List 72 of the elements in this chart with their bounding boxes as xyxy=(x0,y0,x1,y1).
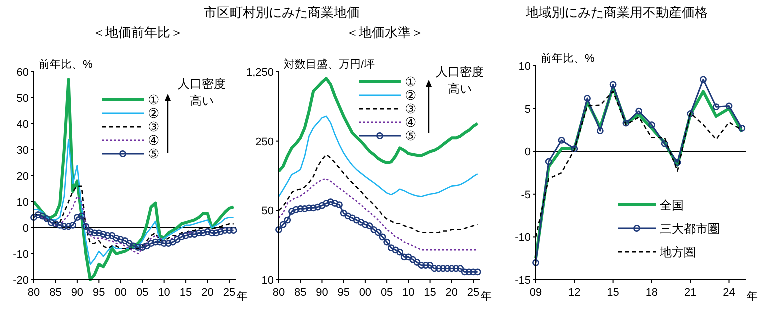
x-tick-label: 25 xyxy=(223,287,236,299)
x-tick-label: 21 xyxy=(684,287,697,299)
legend-label: ① xyxy=(405,74,417,90)
legend-label: 三大都市圏 xyxy=(660,222,720,236)
x-tick-label: 00 xyxy=(359,287,372,299)
legend-label: ② xyxy=(405,88,417,103)
x-tick-label: 15 xyxy=(607,287,620,299)
annotation: 高い xyxy=(190,94,214,108)
y-tick-label: 5 xyxy=(524,104,531,116)
y-tick-label: 60 xyxy=(16,67,29,79)
y-tick-label: 50 xyxy=(16,93,29,105)
legend-label: ⑤ xyxy=(148,146,160,162)
y-axis-title: 前年比、% xyxy=(39,58,93,71)
x-tick-label: 95 xyxy=(93,287,106,299)
chart-title: 地域別にみた商業用不動産価格 xyxy=(525,5,708,20)
legend-label: ④ xyxy=(405,115,417,130)
annotation: 高い xyxy=(448,82,472,96)
y-tick-label: 10 xyxy=(16,197,29,209)
x-tick-label: 80 xyxy=(28,287,40,299)
x-tick-label: 90 xyxy=(71,287,84,299)
legend-label: 全国 xyxy=(660,198,684,212)
x-tick-label: 05 xyxy=(136,287,149,299)
legend-label: ③ xyxy=(148,120,160,134)
x-tick-label: 20 xyxy=(446,287,458,299)
x-axis-title: 年 xyxy=(237,291,248,303)
x-tick-label: 24 xyxy=(723,287,736,299)
x-tick-label: 18 xyxy=(646,287,658,299)
annotation: 人口密度 xyxy=(436,65,484,79)
x-tick-label: 15 xyxy=(424,287,436,299)
x-tick-label: 85 xyxy=(294,287,307,299)
y-tick-label: 30 xyxy=(16,145,29,157)
x-tick-label: 15 xyxy=(180,287,192,299)
x-tick-label: 05 xyxy=(380,287,394,299)
x-tick-label: 10 xyxy=(158,287,170,299)
y-tick-label: 40 xyxy=(16,119,29,131)
y-tick-label: -15 xyxy=(515,275,531,287)
y-tick-label: 10 xyxy=(262,275,274,287)
x-tick-label: 20 xyxy=(202,287,214,299)
y-tick-label: 1,250 xyxy=(246,67,274,79)
y-tick-label: 50 xyxy=(262,206,274,218)
x-tick-label: 12 xyxy=(568,287,581,299)
y-tick-label: 0 xyxy=(524,146,531,159)
x-tick-label: 00 xyxy=(114,287,128,299)
y-tick-label: 20 xyxy=(16,171,29,183)
x-tick-label: 95 xyxy=(338,287,350,299)
x-axis-title: 年 xyxy=(481,291,492,303)
text: 市区町村別にみた商業地価 xyxy=(204,5,360,20)
legend-label: ③ xyxy=(405,102,417,116)
x-tick-label: 25 xyxy=(467,287,480,299)
x-tick-label: 10 xyxy=(402,287,415,299)
legend-label: ⑤ xyxy=(405,128,417,144)
x-axis-title: 年 xyxy=(747,291,758,303)
y-tick-label: -10 xyxy=(515,232,531,244)
annotation: 人口密度 xyxy=(178,77,226,91)
x-tick-label: 90 xyxy=(316,287,328,299)
y-axis-title: 対数目盛、万円/坪 xyxy=(284,58,376,71)
legend-label: ④ xyxy=(148,133,160,148)
x-tick-label: 09 xyxy=(530,287,542,299)
legend-label: ① xyxy=(148,92,160,108)
y-tick-label: -5 xyxy=(521,189,531,202)
y-tick-label: -20 xyxy=(13,275,29,287)
legend-label: 地方圏 xyxy=(659,246,696,260)
y-axis-title: 前年比、% xyxy=(541,52,595,65)
y-tick-label: 10 xyxy=(518,61,531,73)
y-tick-label: -10 xyxy=(13,249,29,261)
chart-subtitle: ＜地価水準＞ xyxy=(346,25,424,40)
legend-label: ② xyxy=(148,106,160,121)
x-tick-label: 85 xyxy=(50,287,62,299)
chart-subtitle: ＜地価前年比＞ xyxy=(92,25,184,40)
x-tick-label: 80 xyxy=(272,287,286,299)
y-tick-label: 0 xyxy=(22,223,29,235)
y-tick-label: 250 xyxy=(256,136,274,148)
